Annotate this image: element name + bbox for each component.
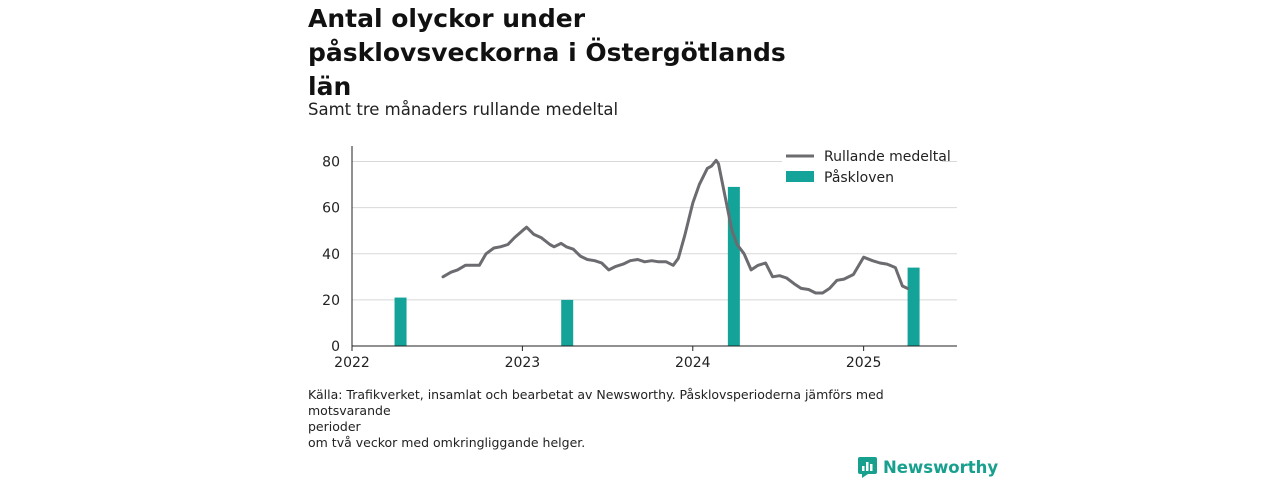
y-tick-label: 40 [322,247,340,263]
legend-label-line: Rullande medeltal [824,149,951,165]
y-tick-label: 80 [322,155,340,171]
newsworthy-logo-icon [858,457,877,478]
chart-legend: Rullande medeltal Påskloven [782,145,951,189]
footnote-line-1: Källa: Trafikverket, insamlat och bearbe… [308,387,884,418]
bar-paskloven [727,186,740,346]
x-tick-label: 2023 [505,355,541,371]
newsworthy-brand: Newsworthy [858,457,998,478]
bar-series-paskloven [394,186,920,346]
y-tick-label: 0 [331,339,340,355]
footnote-line-2: perioder [308,419,361,434]
bar-paskloven [561,299,574,346]
line-rullande-medeltal [441,158,909,295]
x-tick-label: 2022 [334,355,370,371]
footnote-line-3: om två veckor med omkringliggande helger… [308,435,586,450]
source-footnote: Källa: Trafikverket, insamlat och bearbe… [308,387,948,451]
bar-paskloven [907,267,920,346]
axes: 0 20 40 60 80 2022 2023 2024 2025 [322,146,957,371]
x-tick-label: 2024 [675,355,711,371]
y-tick-label: 60 [322,201,340,217]
legend-bar-swatch [786,171,814,182]
chart-title: Antal olyckor under påsklovsveckorna i Ö… [308,4,786,101]
bar-paskloven [394,297,407,346]
gridlines [352,161,957,301]
y-tick-label: 20 [322,293,340,309]
brand-name: Newsworthy [883,458,999,477]
x-tick-label: 2025 [846,355,882,371]
legend-label-bar: Påskloven [824,169,894,186]
chart-subtitle: Samt tre månaders rullande medeltal [308,100,619,119]
line-series-rullande-medeltal [441,158,909,295]
